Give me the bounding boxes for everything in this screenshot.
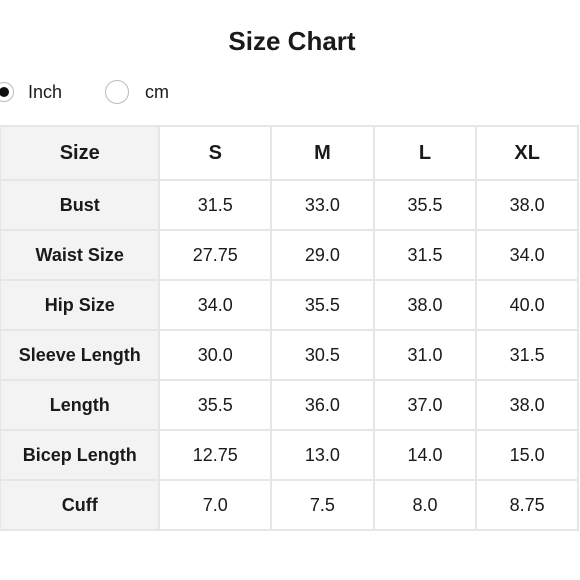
header-cell: M [270, 125, 375, 181]
table-cell: 29.0 [270, 229, 375, 281]
header-cell: S [158, 125, 273, 181]
row-label: Bicep Length [0, 429, 161, 481]
unit-option-label: Inch [28, 81, 63, 102]
table-cell: 31.5 [372, 229, 478, 281]
table-cell: 12.75 [158, 429, 273, 481]
table-cell: 31.0 [372, 329, 478, 381]
radio-unselected-icon[interactable] [105, 80, 129, 104]
header-cell: L [372, 125, 478, 181]
table-cell: 8.0 [372, 479, 478, 531]
table-cell: 8.75 [475, 479, 579, 531]
table-row: Waist Size 27.75 29.0 31.5 34.0 [0, 229, 579, 281]
table-cell: 37.0 [372, 379, 478, 431]
table-cell: 15.0 [475, 429, 579, 481]
table-row: Length 35.5 36.0 37.0 38.0 [0, 379, 579, 431]
table-cell: 31.5 [475, 329, 579, 381]
row-label: Sleeve Length [0, 329, 161, 381]
unit-option-inch[interactable]: Inch [0, 80, 62, 104]
table-row: Hip Size 34.0 35.5 38.0 40.0 [0, 279, 579, 331]
table-header-row: Size S M L XL [0, 125, 579, 181]
table-cell: 34.0 [158, 279, 273, 331]
table-row: Sleeve Length 30.0 30.5 31.0 31.5 [0, 329, 579, 381]
table-cell: 40.0 [475, 279, 579, 331]
table-cell: 38.0 [475, 379, 579, 431]
table-row: Bust 31.5 33.0 35.5 38.0 [0, 179, 579, 231]
row-label: Bust [0, 179, 161, 231]
row-label: Hip Size [0, 279, 161, 331]
table-cell: 30.5 [270, 329, 375, 381]
unit-option-cm[interactable]: cm [105, 80, 169, 104]
table-cell: 36.0 [270, 379, 375, 431]
table-cell: 35.5 [372, 179, 478, 231]
table-row: Cuff 7.0 7.5 8.0 8.75 [0, 479, 579, 531]
table-cell: 14.0 [372, 429, 478, 481]
table-cell: 7.5 [270, 479, 375, 531]
page-title: Size Chart [228, 26, 356, 56]
table-cell: 33.0 [270, 179, 375, 231]
table-row: Bicep Length 12.75 13.0 14.0 15.0 [0, 429, 579, 481]
table-cell: 35.5 [270, 279, 375, 331]
unit-option-label: cm [145, 81, 169, 102]
header-cell: Size [0, 125, 161, 181]
table-cell: 13.0 [270, 429, 375, 481]
row-label: Length [0, 379, 161, 431]
size-chart-table: Size S M L XL Bust 31.5 33.0 35.5 38.0 W… [0, 125, 579, 531]
table-cell: 38.0 [475, 179, 579, 231]
table-cell: 38.0 [372, 279, 478, 331]
table-cell: 7.0 [158, 479, 273, 531]
table-cell: 34.0 [475, 229, 579, 281]
table-cell: 27.75 [158, 229, 273, 281]
header-cell: XL [475, 125, 579, 181]
table-cell: 31.5 [158, 179, 273, 231]
table-cell: 30.0 [158, 329, 273, 381]
row-label: Cuff [0, 479, 161, 531]
table-cell: 35.5 [158, 379, 273, 431]
row-label: Waist Size [0, 229, 161, 281]
radio-selected-icon[interactable] [0, 82, 14, 102]
